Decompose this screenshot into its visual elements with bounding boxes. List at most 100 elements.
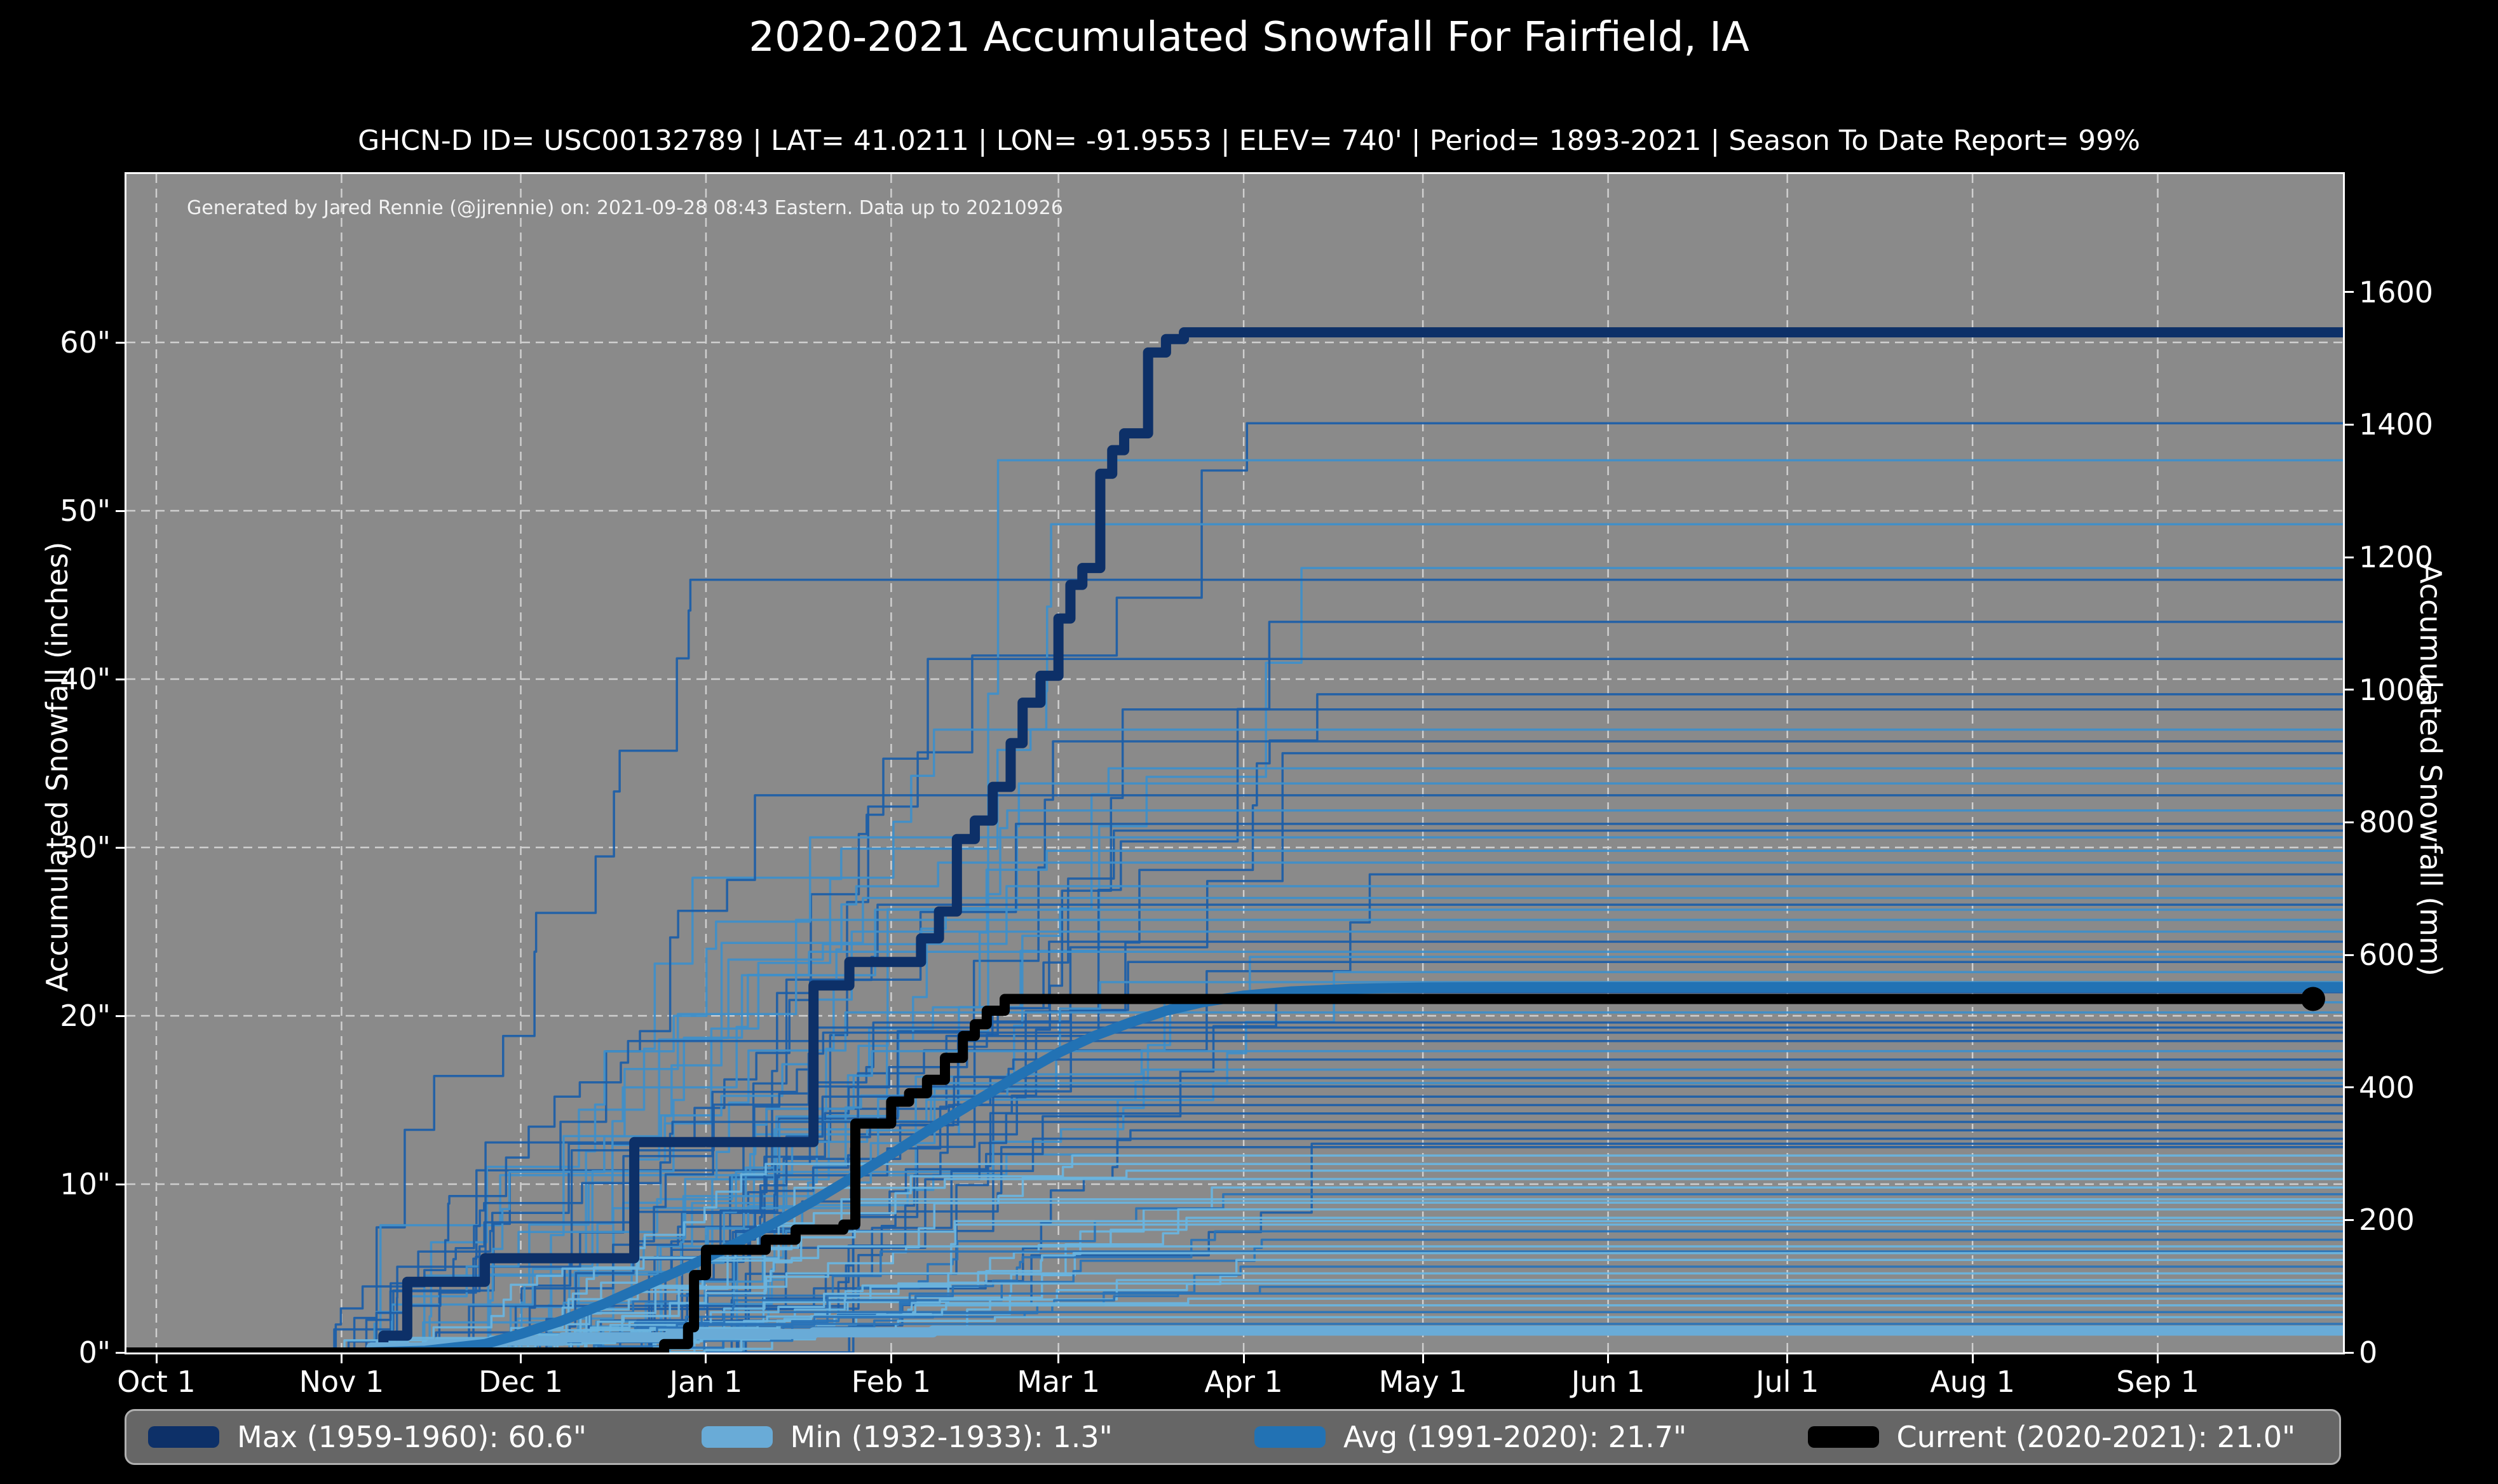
x-tick-mark [2157, 1354, 2159, 1363]
generated-by-annotation: Generated by Jared Rennie (@jjrennie) on… [187, 197, 1063, 219]
legend-item: Avg (1991-2020): 21.7" [1233, 1420, 1786, 1454]
x-tick-label: Apr 1 [1204, 1365, 1283, 1399]
y-tick-mark-left [116, 341, 125, 344]
x-tick-label: Sep 1 [2116, 1365, 2199, 1399]
x-tick-label: Feb 1 [851, 1365, 932, 1399]
x-tick-mark [1607, 1354, 1610, 1363]
historical-season-line [126, 809, 2343, 1352]
x-tick-label: Aug 1 [1930, 1365, 2015, 1399]
historical-season-line [126, 1082, 2343, 1352]
y-tick-mark-right [2345, 556, 2354, 558]
x-tick-mark [1971, 1354, 1974, 1363]
historical-season-line [126, 422, 2343, 1352]
historical-season-line [126, 896, 2343, 1352]
historical-season-line [126, 1040, 2343, 1352]
historical-season-line [126, 940, 2343, 1352]
y-tick-mark-left [116, 846, 125, 849]
historical-season-line [126, 903, 2343, 1352]
legend-item: Max (1959-1960): 60.6" [126, 1420, 680, 1454]
x-tick-label: Jul 1 [1755, 1365, 1819, 1399]
y-tick-label-mm: 800 [2359, 805, 2415, 840]
x-tick-mark [705, 1354, 707, 1363]
y-tick-label-mm: 1600 [2359, 274, 2434, 309]
y-tick-mark-right [2345, 1086, 2354, 1089]
y-tick-label-mm: 1400 [2359, 407, 2434, 442]
historical-season-line [126, 1142, 2343, 1352]
legend-swatch [1254, 1426, 1326, 1448]
y-tick-mark-right [2345, 291, 2354, 293]
historical-season-line [126, 1251, 2343, 1352]
y-tick-mark-right [2345, 1218, 2354, 1221]
y-axis-title-inches: Accumulated Snowfall (inches) [40, 541, 74, 992]
current-end-marker [2300, 987, 2325, 1011]
legend-swatch [148, 1426, 219, 1448]
series-line-current [126, 994, 2318, 1352]
y-tick-mark-left [116, 509, 125, 512]
historical-season-line [126, 1121, 2343, 1352]
y-tick-mark-left [116, 678, 125, 680]
legend: Max (1959-1960): 60.6" Min (1932-1933): 1… [125, 1409, 2341, 1465]
y-tick-label-inches: 50" [60, 494, 111, 528]
x-tick-label: Jan 1 [669, 1365, 743, 1399]
legend-label: Min (1932-1933): 1.3" [790, 1420, 1113, 1454]
historical-season-line [126, 1011, 2343, 1352]
y-tick-mark-left [116, 1351, 125, 1354]
historical-season-line [126, 991, 2343, 1352]
y-tick-label-inches: 40" [60, 662, 111, 696]
x-tick-label: Oct 1 [117, 1365, 196, 1399]
historical-season-line [126, 1201, 2343, 1352]
historical-season-line [126, 1069, 2343, 1352]
x-tick-label: Mar 1 [1017, 1365, 1100, 1399]
historical-season-line [126, 950, 2343, 1352]
x-tick-mark [1786, 1354, 1789, 1363]
y-tick-mark-left [116, 1183, 125, 1185]
y-tick-mark-right [2345, 1351, 2354, 1354]
y-tick-label-mm: 600 [2359, 938, 2415, 973]
historical-season-line [126, 1272, 2343, 1352]
historical-season-line [126, 1001, 2343, 1352]
station-metadata-subtitle: GHCN-D ID= USC00132789 | LAT= 41.0211 | … [358, 125, 2140, 157]
plot-area: Generated by Jared Rennie (@jjrennie) on… [125, 172, 2345, 1354]
x-tick-mark [1422, 1354, 1424, 1363]
y-tick-mark-right [2345, 689, 2354, 691]
y-tick-label-inches: 30" [60, 830, 111, 865]
historical-season-line [126, 523, 2343, 1352]
historical-season-line [126, 1077, 2343, 1352]
x-tick-label: Dec 1 [479, 1365, 563, 1399]
x-tick-mark [1242, 1354, 1245, 1363]
historical-season-line [126, 1031, 2343, 1352]
y-tick-mark-right [2345, 423, 2354, 426]
historical-season-line [126, 1220, 2343, 1352]
y-tick-label-mm: 400 [2359, 1070, 2415, 1105]
y-tick-label-inches: 20" [60, 999, 111, 1033]
historical-season-line [126, 1021, 2343, 1352]
y-tick-mark-right [2345, 954, 2354, 956]
historical-season-line [126, 578, 2343, 1352]
x-tick-mark [520, 1354, 522, 1363]
y-tick-label-inches: 10" [60, 1167, 111, 1201]
y-tick-mark-left [116, 1015, 125, 1017]
y-tick-label-inches: 0" [78, 1335, 111, 1370]
page-title: 2020-2021 Accumulated Snowfall For Fairf… [749, 14, 1749, 61]
historical-season-line [126, 567, 2343, 1352]
historical-season-line [126, 1103, 2343, 1352]
snowfall-chart [126, 174, 2343, 1352]
y-tick-mark-right [2345, 821, 2354, 823]
y-tick-label-inches: 60" [60, 325, 111, 360]
x-tick-mark [155, 1354, 158, 1363]
x-tick-mark [340, 1354, 343, 1363]
y-tick-label-mm: 200 [2359, 1203, 2415, 1238]
legend-item: Min (1932-1933): 1.3" [680, 1420, 1233, 1454]
y-axis-title-mm: Accumulated Snowfall (mm) [2413, 563, 2448, 976]
historical-season-line [126, 708, 2343, 1352]
x-tick-mark [1057, 1354, 1060, 1363]
series-line-max [126, 327, 2343, 1352]
legend-swatch [1807, 1426, 1879, 1448]
y-tick-label-mm: 1000 [2359, 672, 2434, 707]
x-tick-label: May 1 [1378, 1365, 1467, 1399]
x-tick-label: Nov 1 [299, 1365, 384, 1399]
legend-swatch [701, 1426, 773, 1448]
y-tick-label-mm: 1200 [2359, 540, 2434, 575]
series-line-avg [360, 981, 2343, 1352]
x-tick-label: Jun 1 [1571, 1365, 1645, 1399]
